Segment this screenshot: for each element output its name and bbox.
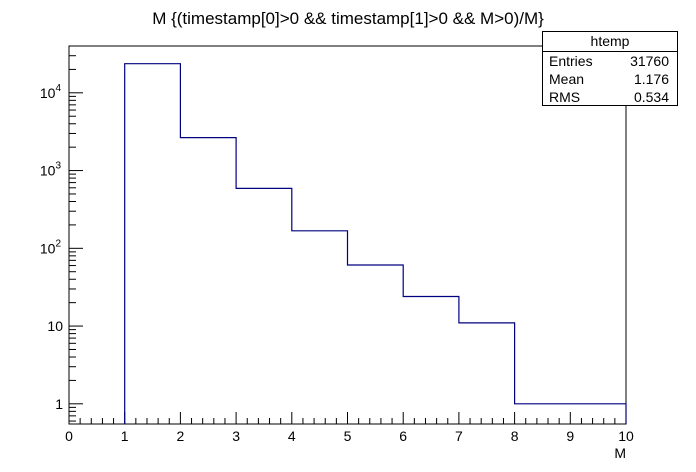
x-tick-label: 10: [618, 428, 634, 444]
y-tick-exponent: 2: [55, 238, 61, 249]
stats-row-entries: Entries 31760: [543, 52, 677, 70]
y-tick-label: 104: [40, 83, 62, 101]
histogram-bin: [459, 323, 515, 424]
chart-title: M {(timestamp[0]>0 && timestamp[1]>0 && …: [152, 9, 544, 28]
x-tick-label: 4: [288, 428, 296, 444]
y-tick-exponent: 4: [55, 83, 61, 94]
stats-value: 1.176: [633, 71, 669, 87]
stats-row-rms: RMS 0.534: [543, 88, 677, 106]
x-tick-label: 6: [399, 428, 407, 444]
histogram-bin: [125, 64, 181, 424]
y-axis: 1 10 102 103 104: [40, 45, 83, 422]
y-tick-label: 1: [55, 396, 63, 412]
y-tick-label: 102: [40, 238, 62, 256]
stats-title: htemp: [543, 32, 677, 52]
x-tick-label: 0: [65, 428, 73, 444]
x-tick-label: 2: [177, 428, 185, 444]
histogram-bins: [125, 64, 626, 424]
stats-label: Mean: [549, 71, 585, 87]
stats-box: htemp Entries 31760 Mean 1.176 RMS 0.534: [542, 31, 678, 106]
histogram-bin: [348, 265, 404, 424]
x-tick-label: 8: [511, 428, 519, 444]
y-tick-exponent: 3: [55, 161, 61, 172]
y-tick-label: 103: [40, 161, 62, 179]
histogram-bin: [180, 138, 236, 424]
stats-value: 31760: [630, 53, 669, 69]
stats-value: 0.534: [633, 89, 669, 105]
stats-label: RMS: [549, 89, 581, 105]
x-tick-label: 5: [344, 428, 352, 444]
stats-row-mean: Mean 1.176: [543, 70, 677, 88]
x-tick-label: 1: [121, 428, 129, 444]
histogram-bin: [292, 231, 348, 424]
histogram-bin: [403, 297, 459, 424]
x-tick-label: 9: [566, 428, 574, 444]
x-tick-label: 7: [455, 428, 463, 444]
x-tick-label: 3: [232, 428, 240, 444]
histogram-series: [124, 63, 627, 424]
y-tick-label: 10: [47, 318, 63, 334]
stats-label: Entries: [549, 53, 593, 69]
x-axis-label: M: [614, 445, 626, 461]
x-axis: 0 1 2 3 4 5 6 7 8 9 10: [65, 412, 634, 444]
histogram-bin: [236, 188, 292, 424]
